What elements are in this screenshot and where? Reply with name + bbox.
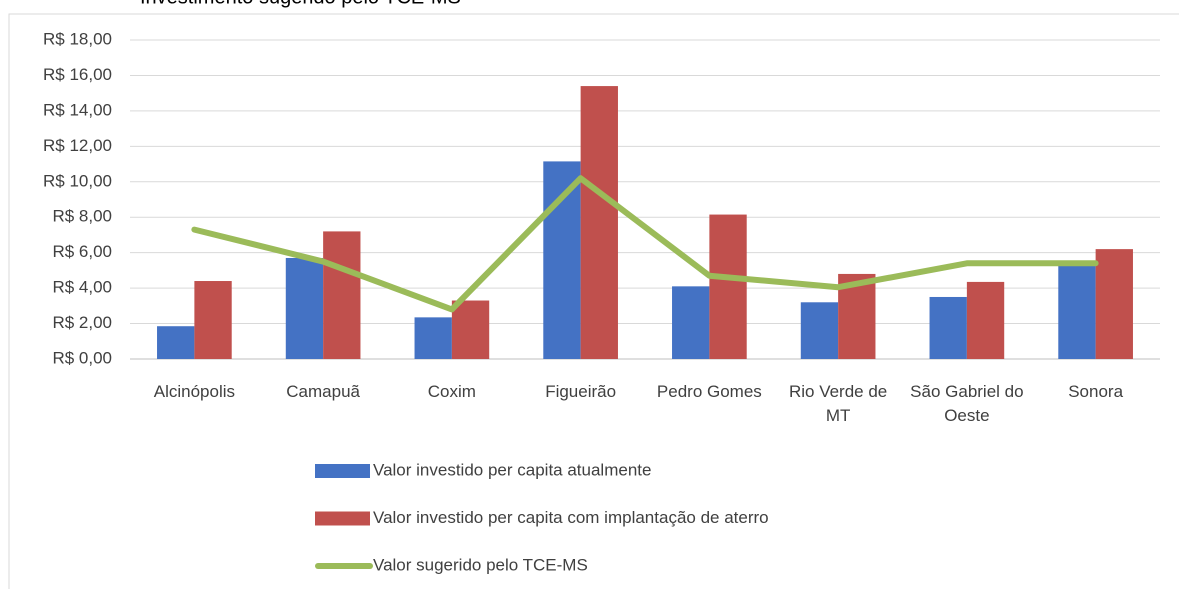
bar bbox=[451, 300, 490, 359]
x-tick-label: Rio Verde de MT bbox=[788, 382, 888, 425]
legend-label: Valor investido per capita atualmente bbox=[373, 460, 651, 479]
line bbox=[191, 175, 1099, 313]
y-tick-label: R$ 6,00 bbox=[52, 242, 112, 261]
bar bbox=[1058, 265, 1096, 359]
x-tick-label: Sonora bbox=[1068, 382, 1124, 401]
bar bbox=[929, 296, 967, 359]
bar bbox=[709, 214, 747, 359]
chart-title: Investimento sugerido pelo TCE-MS bbox=[140, 0, 461, 8]
bar bbox=[672, 286, 710, 359]
legend-swatch bbox=[315, 464, 370, 478]
y-tick-label: R$ 2,00 bbox=[52, 313, 112, 332]
x-tick-label: São Gabriel do Oeste bbox=[910, 382, 1024, 425]
y-tick-label: R$ 16,00 bbox=[43, 65, 112, 84]
y-tick-label: R$ 18,00 bbox=[43, 29, 112, 48]
bar bbox=[1095, 249, 1133, 359]
y-tick-label: R$ 0,00 bbox=[52, 348, 112, 367]
bar bbox=[800, 302, 839, 359]
bar bbox=[580, 86, 618, 360]
chart-border bbox=[8, 13, 1179, 589]
bar bbox=[285, 257, 324, 359]
x-tick-label: Coxim bbox=[427, 382, 476, 401]
x-tick-label: Figueirão bbox=[545, 382, 617, 401]
y-tick-label: R$ 8,00 bbox=[52, 207, 112, 226]
x-tick-label: Pedro Gomes bbox=[656, 382, 762, 401]
bar bbox=[543, 161, 581, 359]
y-tick-label: R$ 4,00 bbox=[52, 278, 112, 297]
legend-label: Valor sugerido pelo TCE-MS bbox=[373, 555, 588, 574]
y-tick-label: R$ 10,00 bbox=[43, 171, 112, 190]
legend-swatch bbox=[315, 511, 370, 526]
bar bbox=[966, 281, 1005, 359]
bar bbox=[157, 326, 195, 359]
bar bbox=[414, 317, 452, 359]
x-tick-label: Camapuã bbox=[286, 382, 360, 401]
y-tick-label: R$ 14,00 bbox=[43, 100, 112, 119]
bar bbox=[323, 231, 361, 359]
bar bbox=[194, 281, 232, 359]
x-tick-label: Alcinópolis bbox=[153, 382, 235, 401]
legend-label: Valor investido per capita com implantaç… bbox=[373, 508, 769, 527]
y-tick-label: R$ 12,00 bbox=[43, 136, 112, 155]
